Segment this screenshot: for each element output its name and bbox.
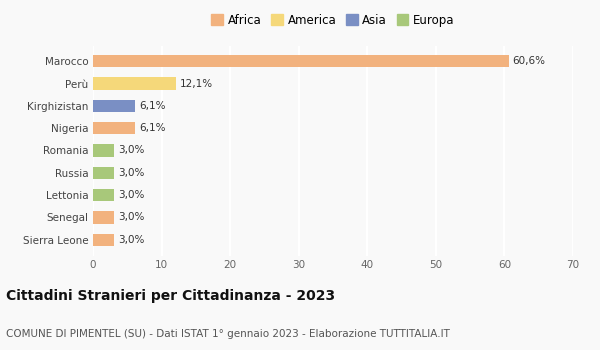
Text: 12,1%: 12,1%	[180, 78, 213, 89]
Text: COMUNE DI PIMENTEL (SU) - Dati ISTAT 1° gennaio 2023 - Elaborazione TUTTITALIA.I: COMUNE DI PIMENTEL (SU) - Dati ISTAT 1° …	[6, 329, 450, 339]
Bar	[93, 144, 113, 157]
Text: 6,1%: 6,1%	[139, 101, 166, 111]
Bar	[93, 122, 135, 134]
Bar	[93, 55, 509, 67]
Legend: Africa, America, Asia, Europa: Africa, America, Asia, Europa	[209, 12, 457, 29]
Text: 3,0%: 3,0%	[118, 146, 144, 155]
Bar	[93, 189, 113, 201]
Text: Cittadini Stranieri per Cittadinanza - 2023: Cittadini Stranieri per Cittadinanza - 2…	[6, 289, 335, 303]
Text: 3,0%: 3,0%	[118, 212, 144, 223]
Text: 3,0%: 3,0%	[118, 168, 144, 178]
Bar	[93, 167, 113, 179]
Bar	[93, 77, 176, 90]
Bar	[93, 211, 113, 224]
Text: 60,6%: 60,6%	[512, 56, 545, 66]
Text: 3,0%: 3,0%	[118, 235, 144, 245]
Text: 3,0%: 3,0%	[118, 190, 144, 200]
Text: 6,1%: 6,1%	[139, 123, 166, 133]
Bar	[93, 100, 135, 112]
Bar	[93, 234, 113, 246]
